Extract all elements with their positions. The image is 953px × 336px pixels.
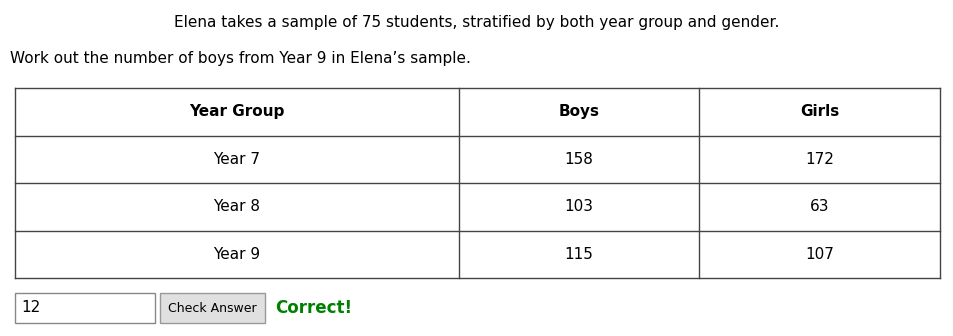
Text: 63: 63 xyxy=(809,199,828,214)
Text: Boys: Boys xyxy=(558,104,599,119)
Text: Work out the number of boys from Year 9 in Elena’s sample.: Work out the number of boys from Year 9 … xyxy=(10,50,471,66)
Text: 115: 115 xyxy=(564,247,593,262)
Text: Check Answer: Check Answer xyxy=(168,301,256,314)
Bar xyxy=(160,293,265,323)
Text: Girls: Girls xyxy=(800,104,839,119)
Text: 158: 158 xyxy=(564,152,593,167)
Text: Year Group: Year Group xyxy=(189,104,284,119)
Text: Year 7: Year 7 xyxy=(213,152,260,167)
Bar xyxy=(15,293,154,323)
Text: Year 9: Year 9 xyxy=(213,247,260,262)
Text: 12: 12 xyxy=(21,300,40,316)
Text: 103: 103 xyxy=(564,199,593,214)
Text: 172: 172 xyxy=(804,152,833,167)
Text: Elena takes a sample of 75 students, stratified by both year group and gender.: Elena takes a sample of 75 students, str… xyxy=(174,14,779,30)
Text: Correct!: Correct! xyxy=(274,299,352,317)
Text: Year 8: Year 8 xyxy=(213,199,260,214)
Text: 107: 107 xyxy=(804,247,833,262)
